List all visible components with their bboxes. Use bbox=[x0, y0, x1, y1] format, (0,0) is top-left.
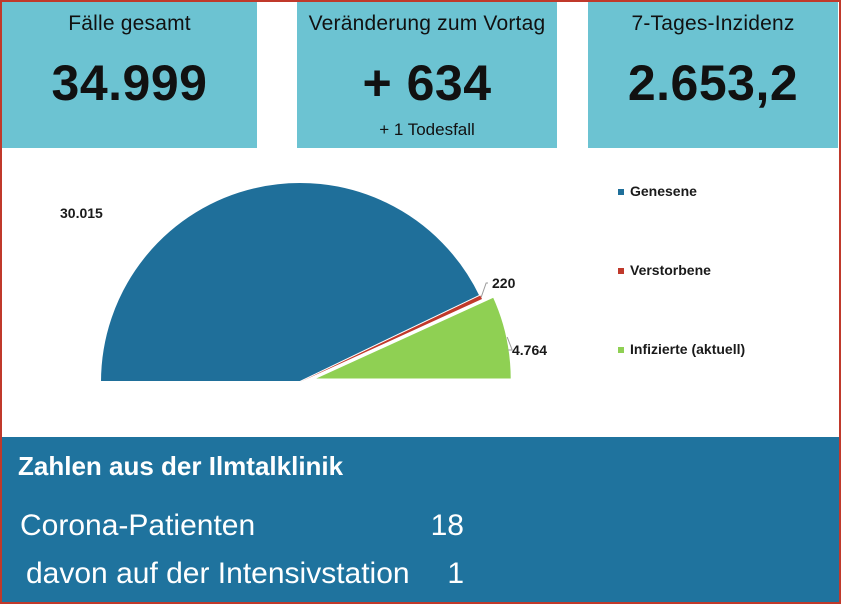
clinic-title: Zahlen aus der Ilmtalklinik bbox=[18, 451, 344, 481]
daily-change-label: Veränderung zum Vortag bbox=[308, 12, 546, 35]
corona-patients-value: 18 bbox=[430, 509, 464, 542]
legend-label-0: Genesene bbox=[630, 183, 697, 199]
cases-pie-chart: 30.015 220 4.764 Genesene Verstorbene Infizie… bbox=[60, 181, 745, 383]
pie-slice-verstorbene bbox=[300, 295, 482, 382]
data-label-2: 4.764 bbox=[512, 342, 547, 358]
legend-label-1: Verstorbene bbox=[630, 262, 711, 278]
daily-change-value: + 634 bbox=[362, 55, 492, 111]
legend-marker-2 bbox=[618, 347, 624, 353]
clinic-panel: Zahlen aus der Ilmtalklinik Corona-Patie… bbox=[2, 437, 839, 602]
data-label-1: 220 bbox=[492, 275, 516, 291]
incidence-value: 2.653,2 bbox=[627, 55, 799, 111]
data-label-0: 30.015 bbox=[60, 205, 103, 221]
daily-deaths-note: + 1 Todesfall bbox=[379, 120, 475, 139]
total-cases-card: Fälle gesamt 34.999 bbox=[2, 2, 257, 148]
leader-line-2 bbox=[506, 336, 513, 351]
leader-line-1 bbox=[480, 282, 488, 298]
daily-change-card: Veränderung zum Vortag + 634 + 1 Todesfa… bbox=[297, 2, 557, 148]
legend-label-2: Infizierte (aktuell) bbox=[630, 341, 745, 357]
total-cases-label: Fälle gesamt bbox=[68, 12, 191, 35]
pie-slice-genesene bbox=[98, 181, 482, 383]
corona-patients-label: Corona-Patienten bbox=[20, 509, 256, 542]
legend-marker-1 bbox=[618, 268, 624, 274]
icu-patients-label: davon auf der Intensivstation bbox=[26, 557, 410, 590]
incidence-label: 7-Tages-Inzidenz bbox=[631, 12, 795, 35]
legend-marker-0 bbox=[618, 189, 624, 195]
total-cases-value: 34.999 bbox=[51, 55, 208, 111]
incidence-card: 7-Tages-Inzidenz 2.653,2 bbox=[588, 2, 838, 148]
icu-patients-value: 1 bbox=[447, 557, 464, 590]
